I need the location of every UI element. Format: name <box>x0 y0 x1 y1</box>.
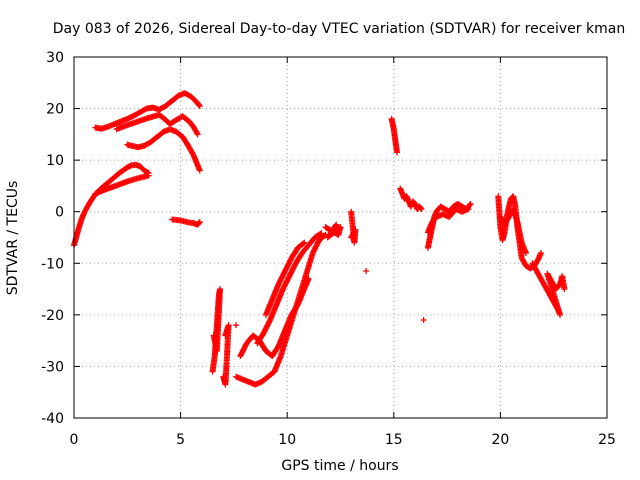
data-point <box>305 275 312 282</box>
grid-lines <box>74 57 607 418</box>
series-spike-6.5-7 <box>209 286 224 375</box>
x-tick-label: 15 <box>385 432 403 448</box>
data-point <box>196 219 203 226</box>
data-point <box>210 332 217 339</box>
y-axis-label: SDTVAR / TECUs <box>5 181 21 296</box>
y-tick-label: -10 <box>41 256 64 272</box>
x-axis-label: GPS time / hours <box>281 458 398 474</box>
data-point <box>418 206 425 213</box>
y-tick-label: -40 <box>41 411 64 427</box>
series-arc-bottom <box>233 231 329 388</box>
series-arc-upper-b <box>113 111 201 138</box>
series-cluster-13 <box>348 208 359 246</box>
x-tick-label: 20 <box>491 432 509 448</box>
data-point <box>317 231 324 238</box>
data-point <box>466 202 473 209</box>
data-point <box>420 317 427 324</box>
series-arc-upper-c <box>124 126 203 174</box>
y-tick-label: 30 <box>46 50 64 66</box>
data-point <box>465 206 472 213</box>
data-point <box>332 222 339 229</box>
data-point <box>196 219 203 226</box>
series-arc-mid-3 <box>262 239 308 318</box>
series-arc-upper-a <box>92 90 203 132</box>
y-tick-label: -20 <box>41 308 64 324</box>
series-flat-minus-2 <box>169 216 203 228</box>
series-arc-mid-2 <box>254 230 325 347</box>
y-tick-label: 10 <box>46 153 64 169</box>
series-isolated-7.6 <box>233 322 240 329</box>
x-tick-label: 10 <box>278 432 296 448</box>
chart-title: Day 083 of 2026, Sidereal Day-to-day VTE… <box>53 21 625 37</box>
data-point <box>348 233 355 240</box>
series-cluster-12 <box>322 221 344 241</box>
data-point <box>301 239 308 246</box>
data-point <box>417 205 424 212</box>
data-point <box>318 230 325 237</box>
axis-ticks <box>73 56 608 419</box>
data-point <box>348 234 355 241</box>
series-isolated-16.4 <box>420 317 427 324</box>
series-spike-7.2 <box>220 322 232 388</box>
data-point <box>467 200 474 207</box>
data-point <box>196 102 203 109</box>
series-arc-rise-lower <box>92 172 152 197</box>
series-tail-22 <box>529 260 568 318</box>
data-point <box>363 268 370 275</box>
series-spike-15 <box>388 115 400 156</box>
series-arc-rise-main <box>71 161 152 249</box>
x-tick-label: 25 <box>598 432 616 448</box>
data-point <box>393 149 400 156</box>
y-tick-label: -30 <box>41 359 64 375</box>
data-point <box>194 131 201 138</box>
plot-frame <box>73 56 608 419</box>
data-point <box>145 172 152 179</box>
data-point <box>300 240 307 247</box>
series-arc-after-15 <box>397 185 425 213</box>
data-point <box>195 101 202 108</box>
data-point <box>537 249 544 256</box>
data-point <box>196 167 203 174</box>
y-tick-label: 20 <box>46 102 64 118</box>
data-point <box>193 130 200 137</box>
x-tick-label: 5 <box>176 432 185 448</box>
data-point <box>561 286 568 293</box>
series-isolated-13.7 <box>363 268 370 275</box>
series-arc-20b <box>497 206 529 256</box>
y-tick-labels: -40 -30 -20 -10 0 10 20 30 <box>41 50 64 427</box>
series-arc-17-18b <box>424 206 472 236</box>
y-tick-label: 0 <box>55 205 64 221</box>
data-point <box>522 249 529 256</box>
data-point <box>333 221 340 228</box>
data-points <box>71 90 568 388</box>
x-tick-label: 0 <box>70 432 79 448</box>
data-point <box>233 322 240 329</box>
data-point <box>222 332 229 339</box>
x-tick-labels: 0 5 10 15 20 25 <box>70 432 616 448</box>
